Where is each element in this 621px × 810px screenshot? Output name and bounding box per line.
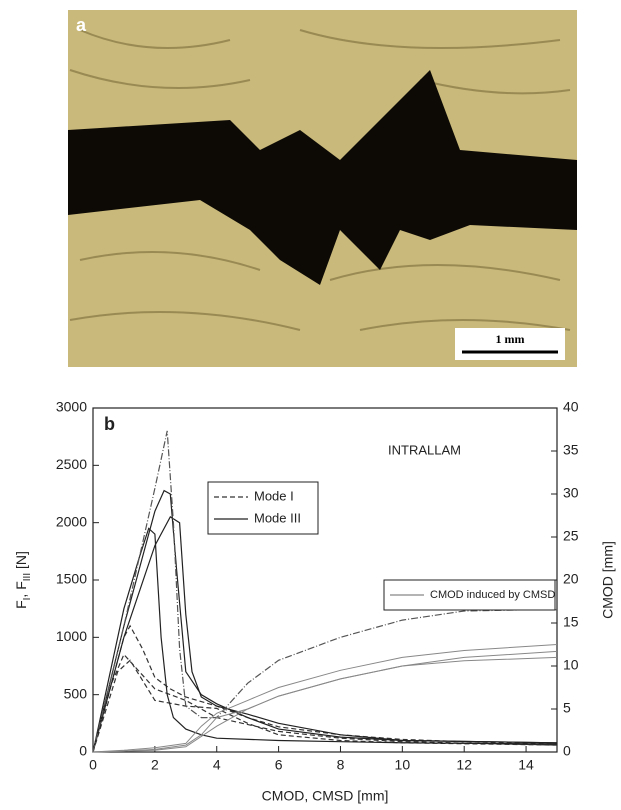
figure: a 1 mm 0 2 4 6 8 10 12 14 0 500 1000 1500 2000 2500 30… [0,0,621,810]
y2-tick-label: 0 [563,743,571,759]
legend-label: Mode I [254,488,294,503]
y2-tick-label: 15 [563,614,579,630]
data-line [93,657,557,752]
y-tick-label: 0 [79,743,87,759]
photo: a 1 mm [68,10,577,367]
y-tick-label: 1000 [56,628,87,644]
x-tick-label: 8 [337,757,345,773]
x-axis-label: CMOD, CMSD [mm] [262,788,389,804]
x-tick-label: 0 [89,757,97,773]
data-line [93,491,557,752]
y-tick-label: 2500 [56,456,87,472]
legend-label: Mode III [254,510,301,525]
y2-tick-label: 20 [563,571,579,587]
y2-tick-label: 35 [563,442,579,458]
data-line [93,528,557,752]
y2-tick-label: 10 [563,657,579,673]
data-line [93,655,557,753]
y2-axis-label: CMOD [mm] [600,541,616,619]
y-axis-label-part: F [13,600,29,609]
scale-bar-label: 1 mm [496,332,525,346]
x-tick-label: 4 [213,757,221,773]
y-axis-label: FI, FIII [N] [13,551,33,609]
data-line [93,645,557,753]
x-tick-label: 14 [518,757,534,773]
panel-label: a [76,15,87,35]
panel-label: b [104,414,115,434]
x-tick-label: 10 [395,757,411,773]
y2-tick-label: 25 [563,528,579,544]
y2-tick-label: 40 [563,399,579,415]
y-tick-label: 2000 [56,513,87,529]
y-tick-label: 1500 [56,571,87,587]
y-axis-label-part: , F [13,581,29,597]
y2-tick-label: 5 [563,700,571,716]
x-tick-label: 6 [275,757,283,773]
x-tick-label: 12 [456,757,472,773]
chart: 0 2 4 6 8 10 12 14 0 500 1000 1500 2000 2500 3000 0 5 10 1… [13,399,616,804]
data-line [93,660,557,752]
y-axis-label-subscript: III [22,573,33,581]
data-line [93,626,557,752]
data-line [93,517,557,752]
annotation: INTRALLAM [388,442,461,457]
y-tick-label: 3000 [56,399,87,415]
y-tick-label: 500 [64,685,88,701]
y-axis-label-part: [N] [13,551,29,573]
y2-tick-label: 30 [563,485,579,501]
legend-label: CMOD induced by CMSD [430,589,555,601]
x-tick-label: 2 [151,757,159,773]
